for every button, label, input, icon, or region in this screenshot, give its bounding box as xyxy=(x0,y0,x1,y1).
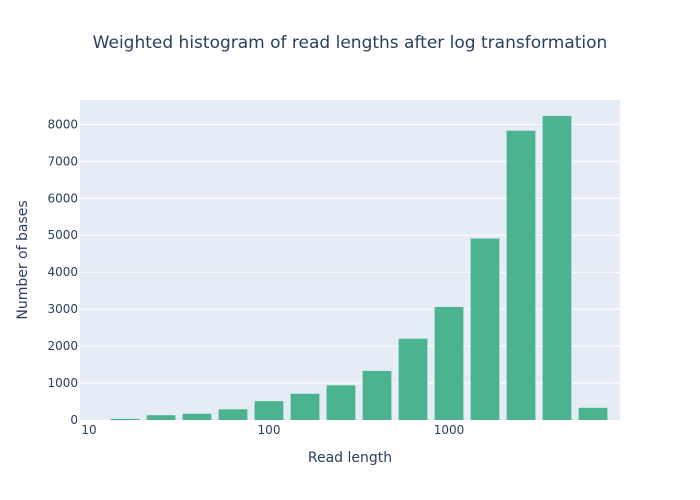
histogram-bar xyxy=(506,130,536,420)
y-tick-label: 6000 xyxy=(47,191,78,205)
histogram-bar xyxy=(398,338,428,420)
y-tick-label: 7000 xyxy=(47,154,78,168)
x-tick-label: 1000 xyxy=(434,423,465,437)
bars xyxy=(110,115,608,420)
x-tick-label: 10 xyxy=(81,423,96,437)
histogram-bar xyxy=(182,413,212,420)
y-tick-labels: 0 1000 2000 3000 4000 5000 6000 7000 8000 xyxy=(47,117,78,427)
histogram-bar xyxy=(434,306,464,420)
plot-background xyxy=(80,100,620,420)
histogram-bar xyxy=(362,370,392,420)
histogram-bar xyxy=(326,385,356,420)
histogram-bar xyxy=(146,415,176,420)
x-tick-labels: 10 100 1000 xyxy=(81,423,464,437)
y-tick-label: 1000 xyxy=(47,376,78,390)
y-tick-label: 8000 xyxy=(47,117,78,131)
y-tick-label: 5000 xyxy=(47,228,78,242)
y-tick-label: 3000 xyxy=(47,302,78,316)
histogram-bar xyxy=(290,393,320,420)
histogram-bar xyxy=(578,407,608,420)
x-tick-label: 100 xyxy=(258,423,281,437)
histogram-bar xyxy=(218,409,248,420)
y-tick-label: 2000 xyxy=(47,339,78,353)
histogram-bar xyxy=(470,238,500,420)
x-axis-title: Read length xyxy=(308,450,392,466)
y-axis-title: Number of bases xyxy=(15,200,31,319)
histogram-bar xyxy=(254,401,284,420)
y-tick-label: 0 xyxy=(70,413,78,427)
histogram-bar xyxy=(542,115,572,420)
histogram-bar xyxy=(110,418,140,420)
y-tick-label: 4000 xyxy=(47,265,78,279)
chart-title: Weighted histogram of read lengths after… xyxy=(92,33,608,53)
